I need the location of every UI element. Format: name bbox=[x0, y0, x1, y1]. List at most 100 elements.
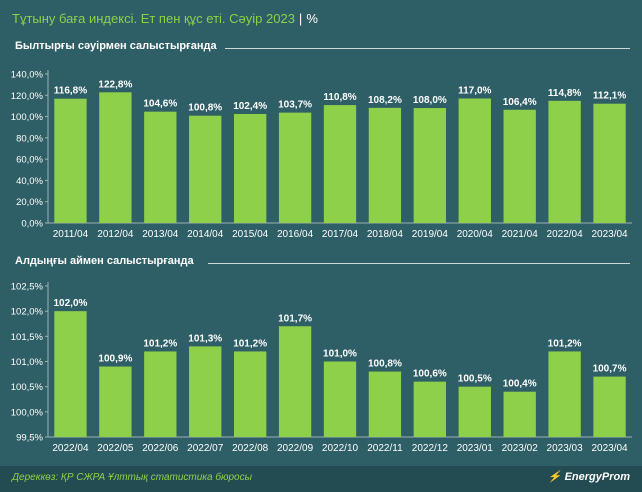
footer-bar bbox=[0, 466, 642, 492]
x-tick-label: 2022/12 bbox=[412, 443, 449, 454]
y-tick-label: 100,0% bbox=[11, 112, 44, 123]
x-tick-label: 2018/04 bbox=[367, 229, 404, 240]
brand-logo: ⚡ EnergyProm bbox=[548, 470, 630, 483]
x-tick-label: 2021/04 bbox=[502, 229, 539, 240]
data-label: 101,3% bbox=[188, 333, 222, 344]
data-label: 100,8% bbox=[368, 359, 402, 370]
x-tick-label: 2023/04 bbox=[591, 229, 628, 240]
data-label: 101,0% bbox=[323, 349, 357, 360]
y-tick-label: 80,0% bbox=[16, 133, 43, 144]
x-tick-label: 2016/04 bbox=[277, 229, 314, 240]
bar bbox=[503, 391, 536, 437]
y-tick-label: 60,0% bbox=[16, 155, 43, 166]
data-label: 108,0% bbox=[413, 95, 447, 106]
data-label: 108,2% bbox=[368, 95, 402, 106]
data-label: 101,7% bbox=[278, 313, 312, 324]
source-note: Дереккөз: ҚР СЖРА Ұлттық статистика бюро… bbox=[12, 472, 252, 483]
x-tick-label: 2017/04 bbox=[322, 229, 359, 240]
chart2-subtitle: Алдыңғы аймен салыстырғанда bbox=[15, 255, 194, 267]
data-label: 100,9% bbox=[98, 354, 132, 365]
bar bbox=[99, 92, 132, 223]
bar bbox=[54, 98, 87, 223]
bar bbox=[503, 109, 536, 223]
bar bbox=[278, 326, 312, 437]
chart1-subtitle: Былтырғы сәуірмен салыстырғанда bbox=[15, 40, 217, 52]
data-label: 110,8% bbox=[323, 92, 356, 103]
data-label: 116,8% bbox=[54, 86, 87, 97]
bar bbox=[189, 115, 222, 223]
x-tick-label: 2023/04 bbox=[591, 443, 628, 454]
chart1-subtitle-rule bbox=[225, 48, 630, 49]
x-tick-label: 2011/04 bbox=[53, 229, 89, 240]
title-unit: % bbox=[306, 11, 318, 26]
x-tick-label: 2013/04 bbox=[142, 229, 179, 240]
data-label: 102,0% bbox=[54, 298, 88, 309]
bar bbox=[548, 100, 581, 223]
data-label: 100,6% bbox=[413, 369, 447, 380]
bar bbox=[144, 351, 177, 437]
x-tick-label: 2015/04 bbox=[232, 229, 269, 240]
data-label: 117,0% bbox=[458, 85, 491, 96]
y-tick-label: 120,0% bbox=[11, 91, 44, 102]
bar bbox=[593, 103, 626, 223]
data-label: 100,5% bbox=[458, 374, 492, 385]
data-label: 101,2% bbox=[548, 338, 582, 349]
x-tick-label: 2022/11 bbox=[367, 443, 403, 454]
y-tick-label: 100,0% bbox=[11, 407, 44, 418]
x-tick-label: 2023/01 bbox=[457, 443, 494, 454]
x-tick-label: 2022/07 bbox=[187, 443, 224, 454]
bar bbox=[593, 376, 626, 437]
y-tick-label: 101,0% bbox=[11, 357, 44, 368]
bar bbox=[233, 351, 267, 437]
title-separator: | bbox=[298, 11, 303, 26]
bar bbox=[413, 108, 447, 223]
x-tick-label: 2022/05 bbox=[97, 443, 134, 454]
x-tick-label: 2012/04 bbox=[97, 229, 134, 240]
x-tick-label: 2023/02 bbox=[502, 443, 539, 454]
y-tick-label: 99,5% bbox=[16, 433, 43, 444]
bar bbox=[413, 381, 447, 437]
data-label: 101,2% bbox=[233, 338, 267, 349]
bar bbox=[144, 111, 177, 223]
chart-yoy: 0,0% 20,0% 40,0% 60,0% 80,0% 100,0% 120,0% 140,… bbox=[11, 70, 632, 240]
data-label: 112,1% bbox=[593, 91, 626, 102]
x-tick-label: 2019/04 bbox=[412, 229, 449, 240]
data-label: 104,6% bbox=[143, 99, 177, 110]
x-tick-label: 2022/04 bbox=[547, 229, 584, 240]
y-tick-label: 140,0% bbox=[11, 70, 44, 81]
x-tick-label: 2020/04 bbox=[457, 229, 494, 240]
bar bbox=[99, 366, 132, 437]
y-tick-label: 100,5% bbox=[11, 382, 44, 393]
page-title: Тұтыну баға индексі. Ет пен құс еті. Сәу… bbox=[12, 9, 318, 29]
bar bbox=[368, 371, 402, 437]
bar bbox=[458, 386, 491, 437]
x-tick-label: 2022/10 bbox=[322, 443, 359, 454]
title-text: Тұтыну баға индексі. Ет пен құс еті. Сәу… bbox=[12, 11, 295, 26]
bar bbox=[278, 112, 312, 223]
chart-mom: 99,5% 100,0% 100,5% 101,0% 101,5% 102,0% 102,5… bbox=[11, 282, 632, 454]
data-label: 122,8% bbox=[98, 79, 132, 90]
data-label: 100,8% bbox=[188, 103, 222, 114]
y-tick-label: 40,0% bbox=[16, 176, 43, 187]
data-label: 101,2% bbox=[143, 338, 177, 349]
bar bbox=[323, 105, 357, 223]
logo-text: EnergyProm bbox=[564, 471, 630, 483]
x-tick-label: 2022/09 bbox=[277, 443, 314, 454]
logo-icon: ⚡ bbox=[547, 471, 562, 483]
data-label: 100,7% bbox=[593, 364, 627, 375]
bar bbox=[323, 361, 357, 437]
bar bbox=[233, 114, 267, 223]
y-tick-label: 20,0% bbox=[16, 197, 43, 208]
y-tick-label: 0,0% bbox=[21, 219, 43, 230]
bar bbox=[548, 351, 581, 437]
bar bbox=[368, 107, 402, 223]
x-tick-label: 2022/04 bbox=[52, 443, 89, 454]
x-tick-label: 2022/06 bbox=[142, 443, 179, 454]
x-tick-label: 2022/08 bbox=[232, 443, 269, 454]
y-tick-label: 102,0% bbox=[11, 307, 44, 318]
data-label: 114,8% bbox=[548, 88, 581, 99]
x-tick-label: 2014/04 bbox=[187, 229, 224, 240]
data-label: 106,4% bbox=[503, 97, 537, 108]
x-tick-label: 2023/03 bbox=[547, 443, 584, 454]
